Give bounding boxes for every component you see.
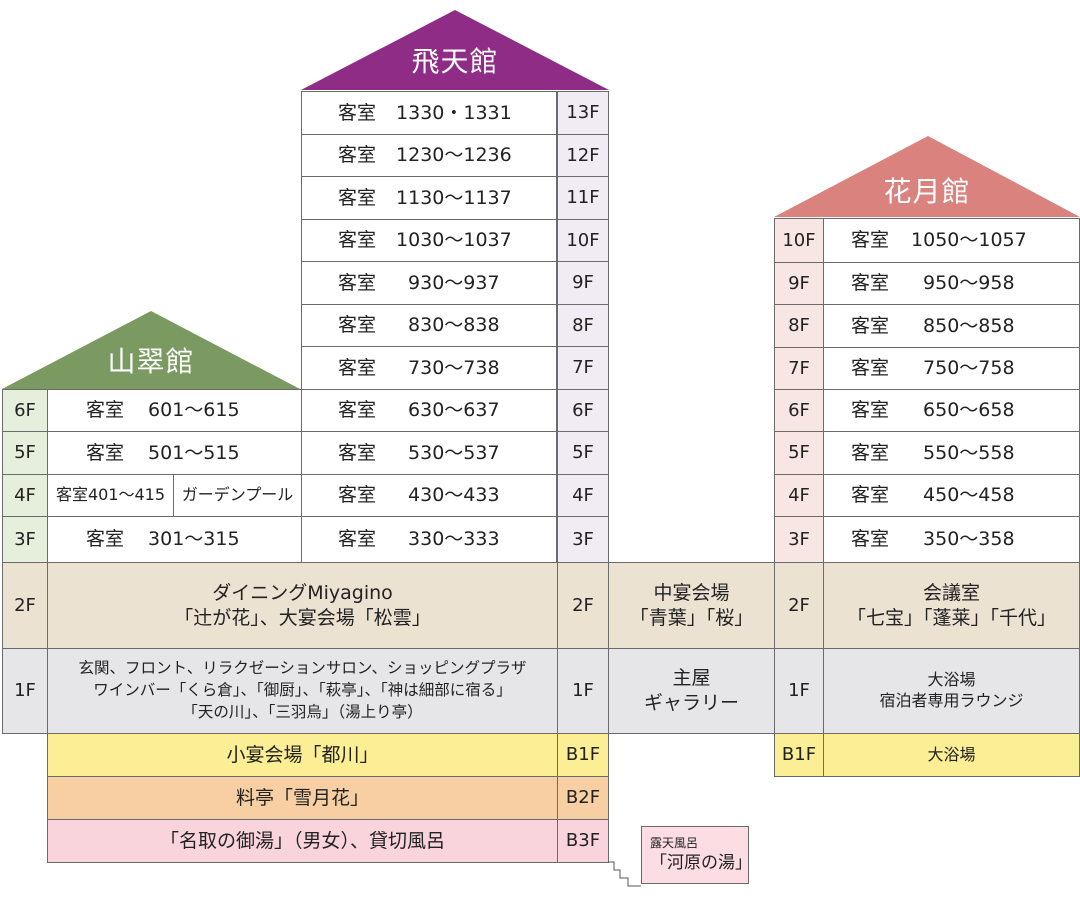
hiten-room-3f: 客室 330～333 — [301, 516, 557, 563]
hiten-floor-6f: 6F — [557, 389, 609, 432]
kagetsu-room-3f: 客室 350～358 — [823, 516, 1080, 563]
kagetsu-floor-8f: 8F — [774, 304, 824, 348]
sansui-dining-2f: ダイニングMiyagino 「辻が花」、大宴会場「松雲」 — [47, 562, 558, 649]
sansui-room-5f: 客室 501～515 — [47, 431, 302, 475]
kagetsu-floor-6f: 6F — [774, 389, 824, 432]
kagetsu-room-4f: 客室 450～458 — [823, 474, 1080, 517]
hiten-floor-b2f: B2F — [557, 776, 609, 820]
hiten-floor-b1f: B1F — [557, 733, 609, 777]
kagetsu-room-7f: 客室 750～758 — [823, 347, 1080, 390]
hiten-room-6f: 客室 630～637 — [301, 389, 557, 432]
sansui-floor-5f: 5F — [2, 431, 48, 475]
kagetsu-floor-1f: 1F — [774, 648, 824, 734]
hiten-floor-4f: 4F — [557, 474, 609, 517]
kagetsu-b1f-room: 大浴場 — [823, 733, 1080, 777]
outdoor-connector — [608, 861, 641, 887]
hiten-floor-8f: 8F — [557, 304, 609, 347]
kagetsu-room-5f: 客室 550～558 — [823, 431, 1080, 475]
kagetsu-floor-b1f: B1F — [774, 733, 824, 777]
sansui-title: 山翠館 — [107, 345, 195, 378]
kagetsu-floor-7f: 7F — [774, 347, 824, 390]
hiten-room-9f: 客室 930～937 — [301, 261, 557, 305]
sansui-roof — [2, 311, 300, 389]
kagetsu-floor-5f: 5F — [774, 431, 824, 475]
sansui-floor-1f: 1F — [2, 648, 48, 734]
sansui-floor-4f: 4F — [2, 474, 48, 517]
hiten-floor-7f: 7F — [557, 346, 609, 390]
sansui-room-3f: 客室 301～315 — [47, 516, 302, 563]
main-gallery-1f: 主屋 ギャラリー — [608, 648, 775, 734]
hiten-b3f-room: 「名取の御湯」（男女）、貸切風呂 — [47, 819, 558, 863]
hiten-room-8f: 客室 830～838 — [301, 304, 557, 347]
hiten-floor-3f: 3F — [557, 516, 609, 563]
sansui-floor-2f: 2F — [2, 562, 48, 649]
sansui-floor-6f: 6F — [2, 389, 48, 432]
hiten-floor-1f: 1F — [557, 648, 609, 734]
kagetsu-room-6f: 客室 650～658 — [823, 389, 1080, 432]
hiten-roof — [301, 10, 609, 90]
hiten-room-12f: 客室 1230～1236 — [301, 134, 557, 177]
hiten-floor-12f: 12F — [557, 134, 609, 177]
kagetsu-floor-10f: 10F — [774, 218, 824, 263]
kagetsu-floor-9f: 9F — [774, 262, 824, 305]
hiten-room-4f: 客室 430～433 — [301, 474, 557, 517]
sansui-room-6f: 客室 601～615 — [47, 389, 302, 432]
outdoor-bath: 露天風呂 「河原の湯」 — [641, 826, 752, 884]
kagetsu-floor-4f: 4F — [774, 474, 824, 517]
hiten-floor-2f: 2F — [557, 562, 609, 649]
hiten-room-7f: 客室 730～738 — [301, 346, 557, 390]
hiten-room-10f: 客室 1030～1037 — [301, 219, 557, 262]
kagetsu-room-10f: 客室 1050～1057 — [823, 218, 1080, 263]
hiten-floor-b3f: B3F — [557, 819, 609, 863]
hiten-room-13f: 客室 1330・1331 — [301, 91, 557, 135]
sansui-pool-4f: ガーデンプール — [173, 474, 302, 517]
sansui-floor-3f: 3F — [2, 516, 48, 563]
hiten-floor-9f: 9F — [557, 261, 609, 305]
hiten-b2f-room: 料亭「雪月花」 — [47, 776, 558, 820]
kagetsu-floor-3f: 3F — [774, 516, 824, 563]
hiten-room-5f: 客室 530～537 — [301, 431, 557, 475]
main-banquet-2f: 中宴会場 「青葉」「桜」 — [608, 562, 775, 649]
kagetsu-room-8f: 客室 850～858 — [823, 304, 1080, 348]
sansui-lobby-1f: 玄関、フロント、リラクゼーションサロン、ショッピングプラザ ワインバー「くら倉」… — [47, 648, 558, 734]
kagetsu-bath-1f: 大浴場 宿泊者専用ラウンジ — [823, 648, 1080, 734]
hiten-b1f-room: 小宴会場「都川」 — [47, 733, 558, 777]
hiten-floor-11f: 11F — [557, 176, 609, 220]
hiten-floor-13f: 13F — [557, 91, 609, 135]
kagetsu-meeting-2f: 会議室 「七宝」「蓬莱」「千代」 — [823, 562, 1080, 649]
kagetsu-title: 花月館 — [883, 175, 971, 208]
hiten-floor-5f: 5F — [557, 431, 609, 475]
sansui-room-4f: 客室401～415 — [47, 474, 174, 517]
kagetsu-roof — [774, 136, 1080, 217]
hiten-room-11f: 客室 1130～1137 — [301, 176, 557, 220]
hiten-floor-10f: 10F — [557, 219, 609, 262]
kagetsu-floor-2f: 2F — [774, 562, 824, 649]
kagetsu-room-9f: 客室 950～958 — [823, 262, 1080, 305]
roofs — [2, 10, 1080, 389]
hiten-title: 飛天館 — [411, 45, 499, 78]
